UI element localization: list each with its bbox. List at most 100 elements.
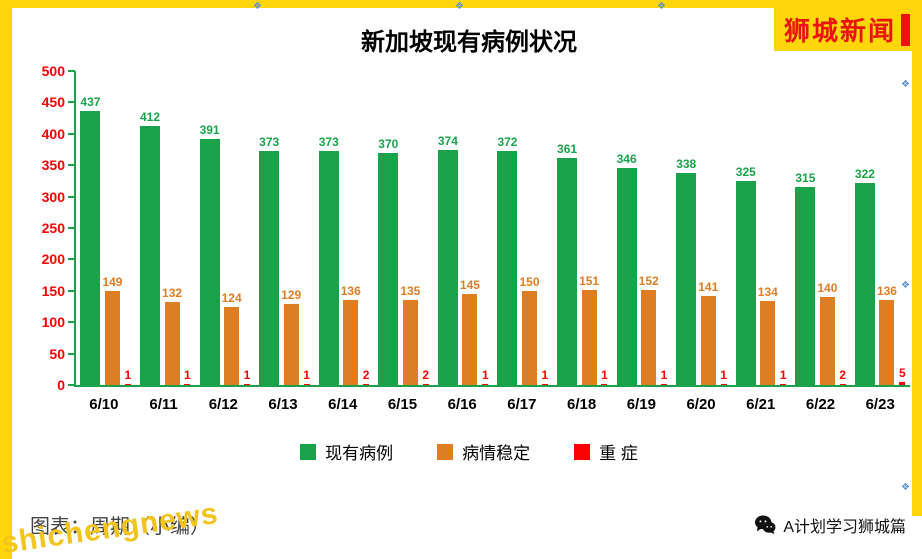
bar-series-2 bbox=[303, 384, 310, 385]
bar-series-2 bbox=[243, 384, 250, 385]
bar-series-1 bbox=[343, 300, 359, 385]
bar-value-label: 1 bbox=[779, 368, 787, 382]
y-tick-mark bbox=[68, 258, 75, 261]
y-tick-mark bbox=[68, 164, 75, 167]
bar-series-2 bbox=[899, 382, 906, 385]
x-tick-label: 6/21 bbox=[746, 396, 776, 413]
bar-value-label: 372 bbox=[497, 135, 518, 149]
y-tick-mark bbox=[68, 352, 75, 355]
bar-column: 140 bbox=[817, 71, 837, 385]
bar-column: 346 bbox=[617, 71, 637, 385]
bar-column: 152 bbox=[639, 71, 659, 385]
bar-column: 374 bbox=[438, 71, 458, 385]
y-tick-label: 450 bbox=[41, 94, 65, 111]
bar-group: 437 149 1 bbox=[76, 71, 136, 385]
bar-series-1 bbox=[879, 300, 895, 385]
x-tick-label: 6/10 bbox=[89, 396, 119, 413]
bar-group: 315 140 2 bbox=[791, 71, 851, 385]
y-tick-label: 500 bbox=[41, 63, 65, 79]
y-tick-label: 300 bbox=[41, 188, 65, 205]
bar-series-0 bbox=[676, 173, 697, 385]
x-tick-label: 6/13 bbox=[268, 396, 298, 413]
bar-column: 141 bbox=[698, 71, 718, 385]
bar-series-0 bbox=[437, 150, 458, 385]
chart-title: 新加坡现有病例状况 bbox=[361, 29, 577, 56]
bar-column: 132 bbox=[162, 71, 182, 385]
bar-group: 325 134 1 bbox=[731, 71, 791, 385]
bar-value-label: 141 bbox=[698, 280, 719, 294]
bar-series-2 bbox=[422, 384, 429, 385]
bar-column: 322 bbox=[855, 71, 875, 385]
legend-label: 病情稳定 bbox=[462, 444, 531, 463]
y-tick-label: 400 bbox=[41, 125, 65, 142]
bar-series-2 bbox=[184, 384, 191, 385]
bar-value-label: 134 bbox=[757, 285, 778, 299]
y-tick-mark bbox=[68, 384, 75, 386]
y-tick-mark bbox=[68, 70, 75, 72]
bar-column: 149 bbox=[102, 71, 122, 385]
bar-value-label: 1 bbox=[481, 368, 489, 382]
bar-series-1 bbox=[700, 296, 716, 385]
frame-right-strip bbox=[912, 0, 922, 516]
anchor-icon: ❖ bbox=[901, 280, 910, 291]
bar-series-2 bbox=[839, 384, 846, 385]
x-tick-label: 6/11 bbox=[149, 396, 178, 413]
bar-group: 391 124 1 bbox=[195, 71, 255, 385]
bar-series-2 bbox=[601, 384, 608, 385]
bar-value-label: 1 bbox=[124, 368, 132, 382]
x-tick-label: 6/23 bbox=[865, 396, 895, 413]
bar-value-label: 1 bbox=[720, 368, 727, 382]
bar-value-label: 140 bbox=[817, 281, 838, 295]
legend-item: 病情稳定 bbox=[437, 439, 530, 464]
y-tick-label: 150 bbox=[41, 282, 65, 299]
bar-column: 1 bbox=[124, 71, 131, 385]
y-tick-label: 0 bbox=[57, 377, 65, 393]
bar-group: 338 141 1 bbox=[672, 71, 732, 385]
legend-swatch bbox=[437, 443, 454, 460]
x-tick-label: 6/17 bbox=[507, 396, 537, 413]
bar-series-0 bbox=[854, 183, 875, 385]
chart-caption: 图表：周期（小编） bbox=[30, 516, 210, 538]
frame-left-strip bbox=[0, 0, 12, 559]
bar-group: 373 136 2 bbox=[314, 71, 374, 385]
bar-value-label: 322 bbox=[854, 167, 875, 181]
bar-series-2 bbox=[124, 384, 131, 385]
footer-account: A计划学习狮城篇 bbox=[754, 513, 906, 537]
bar-value-label: 1 bbox=[243, 368, 251, 382]
bar-value-label: 136 bbox=[340, 284, 361, 298]
bar-series-2 bbox=[363, 384, 370, 385]
bar-value-label: 370 bbox=[378, 137, 399, 151]
bar-value-label: 374 bbox=[437, 134, 458, 148]
bar-series-1 bbox=[224, 307, 240, 385]
brand-red-mark bbox=[901, 13, 910, 46]
y-axis: 0 50 100 150 200 250 300 350 400 450 500 bbox=[28, 63, 74, 393]
bar-series-2 bbox=[720, 384, 727, 385]
legend-item: 现有病例 bbox=[300, 439, 393, 464]
bar-value-label: 5 bbox=[898, 366, 906, 380]
footer-account-label: A计划学习狮城篇 bbox=[783, 519, 906, 536]
bar-group: 361 151 1 bbox=[553, 71, 613, 385]
bar-column: 361 bbox=[557, 71, 577, 385]
bar-column: 373 bbox=[319, 71, 339, 385]
bar-series-1 bbox=[104, 291, 120, 385]
bar-series-0 bbox=[497, 151, 518, 385]
x-tick-label: 6/14 bbox=[328, 396, 358, 413]
bar-column: 1 bbox=[720, 71, 727, 385]
bar-value-label: 151 bbox=[579, 274, 600, 288]
bar-series-2 bbox=[780, 384, 787, 385]
bar-series-0 bbox=[378, 153, 399, 385]
bar-value-label: 149 bbox=[102, 275, 123, 289]
bar-column: 1 bbox=[482, 71, 489, 385]
bar-column: 136 bbox=[877, 71, 897, 385]
bar-series-1 bbox=[283, 304, 299, 385]
bar-value-label: 2 bbox=[839, 368, 847, 382]
bar-value-label: 373 bbox=[318, 135, 339, 149]
bar-group: 346 152 1 bbox=[612, 71, 672, 385]
bar-column: 372 bbox=[497, 71, 517, 385]
bar-column: 373 bbox=[259, 71, 279, 385]
bar-series-1 bbox=[581, 290, 597, 385]
bar-column: 2 bbox=[422, 71, 429, 385]
bar-group: 372 150 1 bbox=[493, 71, 553, 385]
bar-value-label: 2 bbox=[362, 368, 370, 382]
bar-group: 370 135 2 bbox=[374, 71, 434, 385]
